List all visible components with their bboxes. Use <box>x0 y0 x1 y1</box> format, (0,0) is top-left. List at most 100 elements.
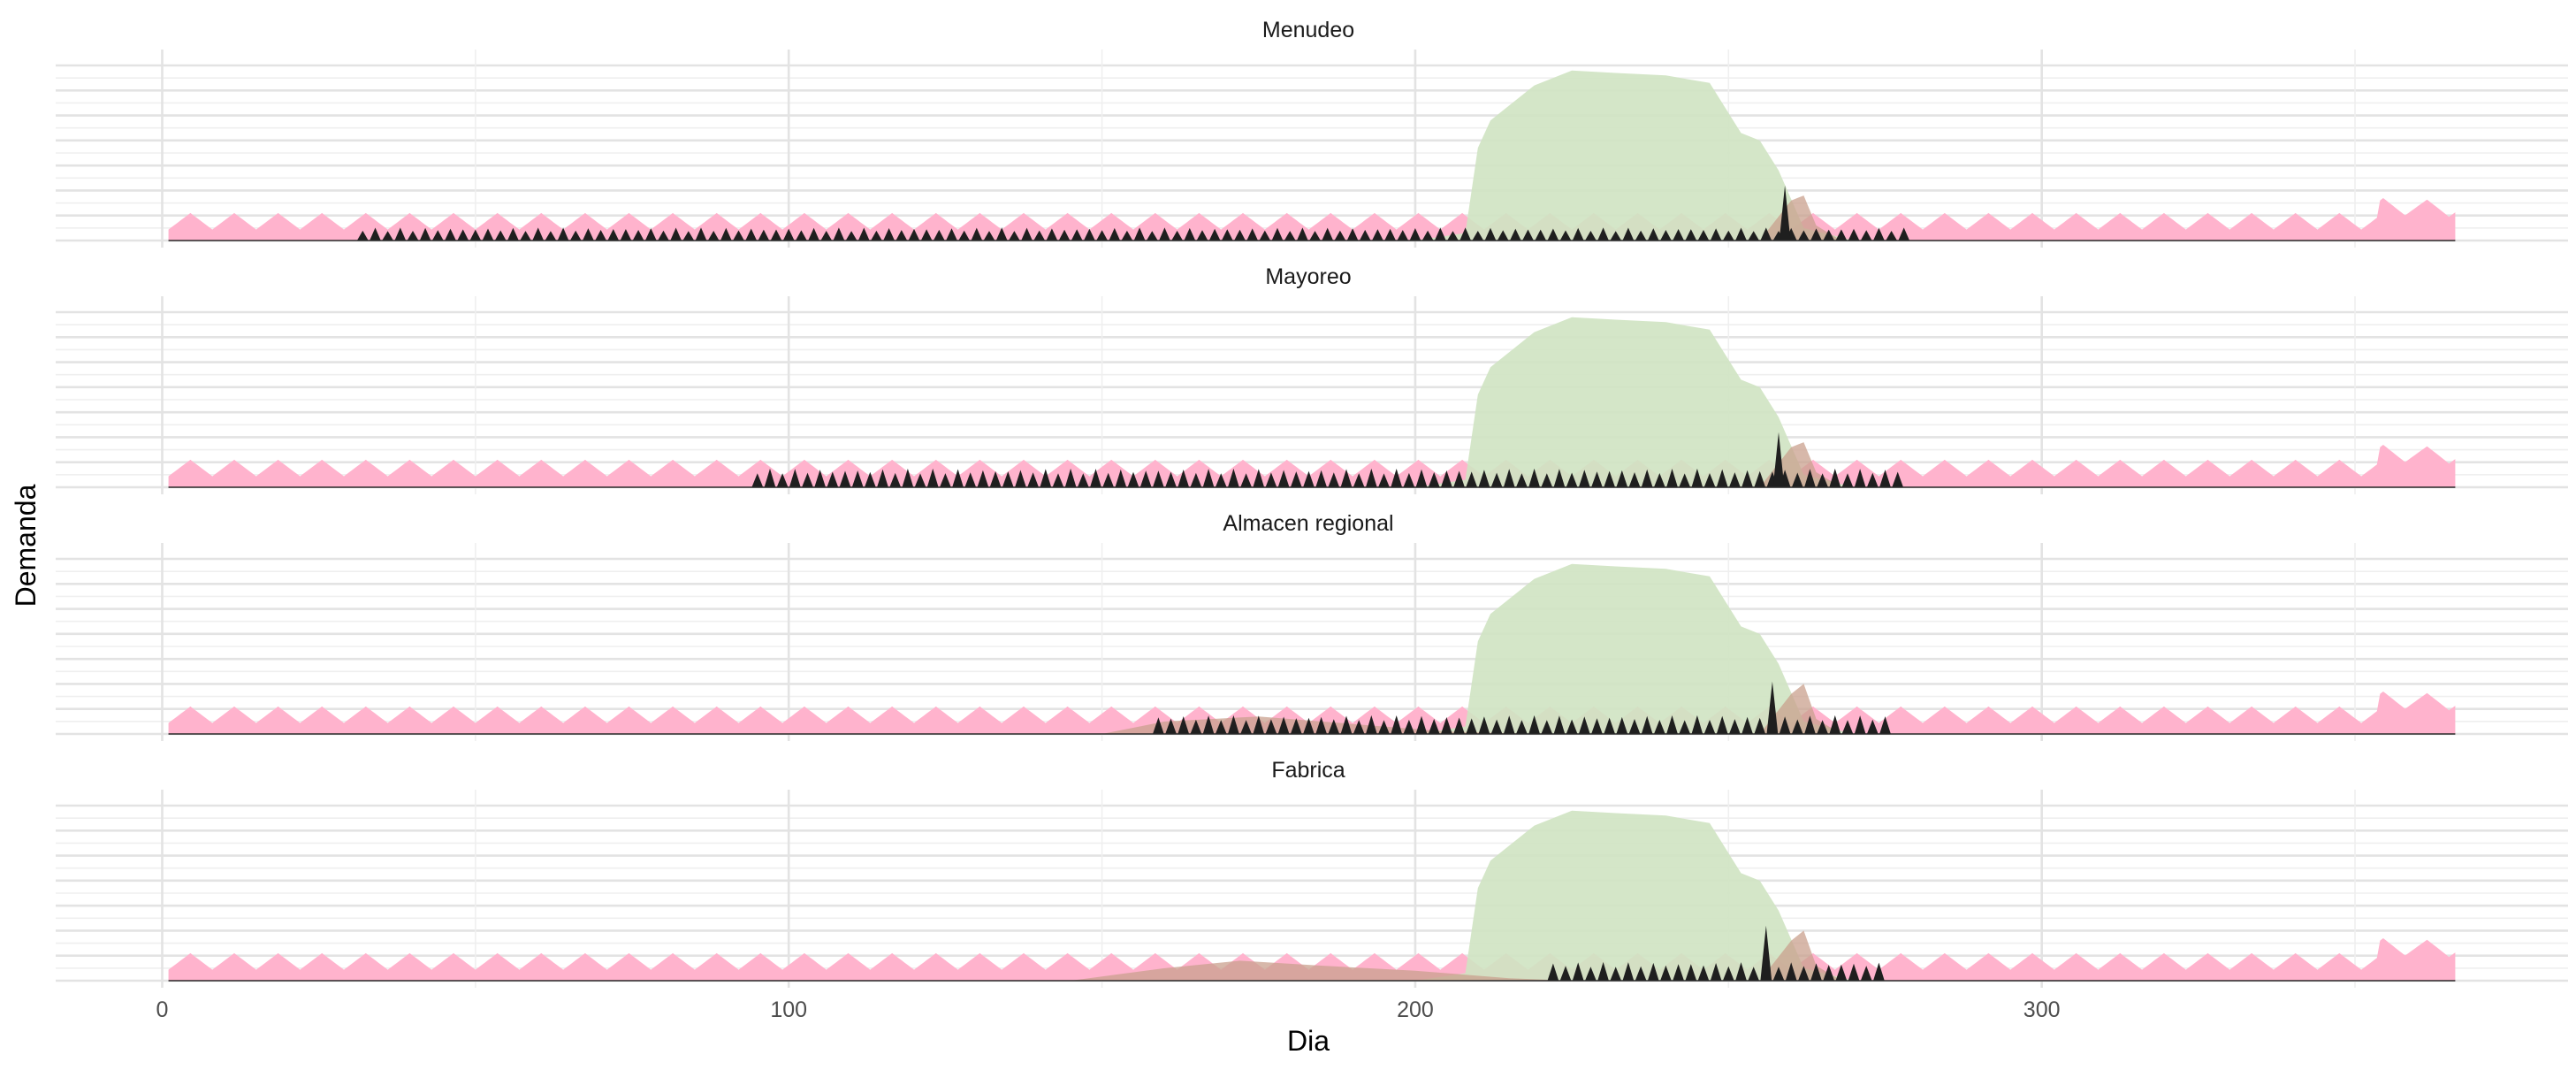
order-spike <box>1340 469 1353 487</box>
order-spike <box>1153 717 1164 734</box>
order-spike <box>1547 228 1559 241</box>
panel-title: Fabrica <box>1271 758 1345 783</box>
panel-almacen-regional: Almacen regional <box>56 511 2568 741</box>
order-spike <box>494 230 507 241</box>
order-spike <box>1434 227 1446 241</box>
order-spike <box>865 471 876 487</box>
order-spike <box>1691 715 1703 734</box>
order-spike <box>1403 719 1415 734</box>
order-spike <box>1415 469 1428 487</box>
order-spike <box>745 228 758 241</box>
order-spike <box>1610 231 1622 241</box>
order-spike <box>1553 715 1566 734</box>
order-spike <box>1628 719 1641 734</box>
order-spike <box>1622 962 1635 981</box>
order-spike <box>1772 967 1785 981</box>
order-spike <box>1635 966 1647 981</box>
order-spike <box>720 227 732 241</box>
order-spike <box>1572 227 1584 241</box>
order-spike <box>971 227 983 241</box>
order-spike <box>1322 227 1334 241</box>
order-spike <box>1409 228 1421 241</box>
order-spike <box>1303 470 1315 487</box>
order-spike <box>1353 720 1365 734</box>
order-spike <box>1340 715 1353 734</box>
order-spike <box>1058 229 1071 241</box>
order-spike <box>1735 227 1747 241</box>
order-spike <box>940 473 951 487</box>
order-spike <box>545 231 557 241</box>
order-spike <box>1265 472 1277 487</box>
order-spike <box>1334 230 1346 241</box>
order-spike <box>989 470 1002 487</box>
order-spike <box>1547 963 1559 981</box>
seasonal-peak-area <box>1414 317 1855 487</box>
order-spike <box>482 228 494 241</box>
order-spike <box>889 472 902 487</box>
order-spike <box>1685 229 1697 241</box>
order-spike <box>1716 715 1728 734</box>
order-spike <box>946 228 957 241</box>
order-spike <box>1779 716 1791 734</box>
order-spike <box>1585 967 1597 981</box>
order-spike <box>1578 470 1590 487</box>
order-spike <box>1246 228 1258 241</box>
order-spike <box>507 227 519 241</box>
order-spike <box>933 229 945 241</box>
order-spike <box>1346 228 1359 241</box>
order-spike <box>1221 229 1233 241</box>
order-spike <box>908 228 920 241</box>
order-spike <box>820 231 833 241</box>
order-spike <box>1591 471 1603 487</box>
order-spike <box>445 228 456 241</box>
order-spike <box>1823 965 1835 981</box>
order-spike <box>1660 230 1672 241</box>
orders-series <box>1153 681 1891 734</box>
order-spike <box>1208 228 1221 241</box>
order-spike <box>1703 720 1716 734</box>
order-spike <box>1866 719 1879 734</box>
order-spike <box>1691 468 1703 487</box>
secondary-peak-area <box>1101 684 1841 734</box>
order-spike <box>1679 473 1691 487</box>
order-spike <box>1466 718 1478 734</box>
panel-title: Almacen regional <box>1223 511 1393 536</box>
secondary-peak-area <box>1759 195 1841 241</box>
baseline-demand-area <box>168 198 2456 241</box>
order-spike <box>1766 681 1779 734</box>
order-spike <box>883 228 895 241</box>
order-spike <box>877 469 888 487</box>
order-spike <box>1604 470 1615 487</box>
order-spike <box>1585 231 1597 241</box>
order-spike <box>1478 716 1490 734</box>
order-spike <box>1202 469 1215 487</box>
order-spike <box>1666 715 1678 734</box>
order-spike <box>1259 230 1271 241</box>
order-spike <box>1096 230 1108 241</box>
order-spike <box>707 231 720 241</box>
order-spike <box>1679 720 1691 734</box>
order-spike <box>1703 473 1716 487</box>
order-spike <box>1009 231 1020 241</box>
order-spike <box>1064 468 1077 487</box>
order-spike <box>1428 471 1440 487</box>
order-spike <box>1760 227 1772 241</box>
order-spike <box>1841 473 1854 487</box>
order-spike <box>382 231 393 241</box>
order-spike <box>1121 230 1133 241</box>
order-spike <box>1328 472 1340 487</box>
order-spike <box>1516 720 1528 734</box>
order-spike <box>1478 470 1490 487</box>
order-spike <box>1372 229 1383 241</box>
seasonal-peak-area <box>1414 810 1855 981</box>
order-spike <box>1271 227 1284 241</box>
order-spike <box>1528 468 1540 487</box>
order-spike <box>1441 717 1452 734</box>
order-spike <box>457 229 469 241</box>
order-spike <box>1716 469 1728 487</box>
order-spike <box>644 228 657 241</box>
order-spike <box>1027 472 1039 487</box>
order-spike <box>1190 719 1202 734</box>
order-spike <box>1215 473 1227 487</box>
order-spike <box>1453 470 1465 487</box>
